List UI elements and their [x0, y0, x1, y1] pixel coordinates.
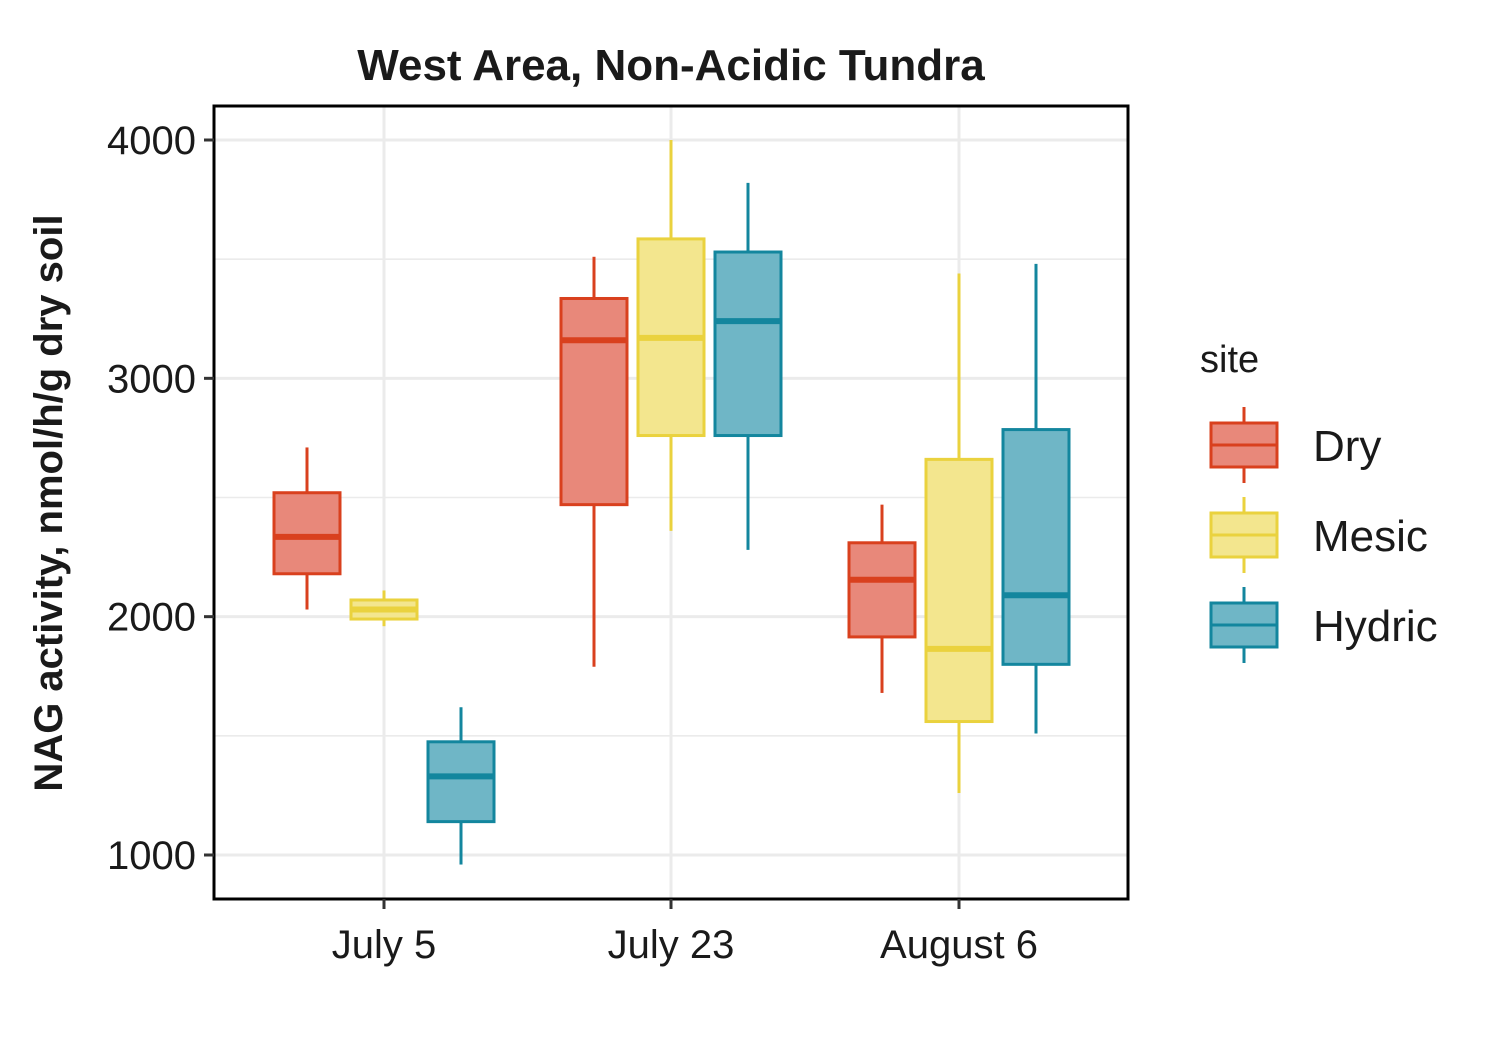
box-iqr	[847, 541, 917, 639]
x-tick-label: July 5	[332, 923, 437, 967]
box-mesic	[924, 273, 994, 794]
legend-key-mesic	[1209, 497, 1279, 573]
legend-label-mesic: Mesic	[1313, 512, 1428, 561]
chart-title: West Area, Non-Acidic Tundra	[357, 41, 985, 90]
series-mesic	[349, 140, 994, 794]
legend-key-dry	[1209, 407, 1279, 483]
y-tick-label: 1000	[107, 834, 196, 878]
box-iqr	[713, 250, 783, 438]
legend-label-hydric: Hydric	[1313, 602, 1438, 651]
y-axis-label: NAG activity, nmol/h/g dry soil	[27, 214, 71, 791]
box-iqr	[924, 457, 994, 724]
box-iqr	[1001, 428, 1071, 666]
box-iqr	[559, 296, 629, 507]
series-dry	[272, 256, 917, 693]
box-mesic	[636, 140, 706, 531]
box-mesic	[349, 590, 419, 627]
x-tick-label: July 23	[608, 923, 735, 967]
box-hydric	[1001, 263, 1071, 734]
y-tick-label: 3000	[107, 357, 196, 401]
box-hydric	[713, 182, 783, 550]
x-tick-label: August 6	[880, 923, 1038, 967]
y-tick-label: 4000	[107, 119, 196, 163]
legend-key-hydric	[1209, 587, 1279, 663]
box-dry	[559, 256, 629, 667]
legend-label-dry: Dry	[1313, 422, 1381, 471]
box-dry	[847, 504, 917, 693]
box-hydric	[426, 707, 496, 865]
legend-title: site	[1200, 339, 1259, 381]
y-axis: 1000 2000 3000 4000	[107, 119, 214, 878]
box-iqr	[272, 491, 342, 576]
x-axis: July 5 July 23 August 6	[332, 899, 1038, 967]
box-iqr	[426, 740, 496, 824]
y-tick-label: 2000	[107, 596, 196, 640]
series-hydric	[426, 182, 1071, 865]
legend: site Dry Mesic Hydric	[1200, 339, 1438, 663]
box-series-layer	[272, 140, 1071, 865]
box-dry	[272, 447, 342, 610]
